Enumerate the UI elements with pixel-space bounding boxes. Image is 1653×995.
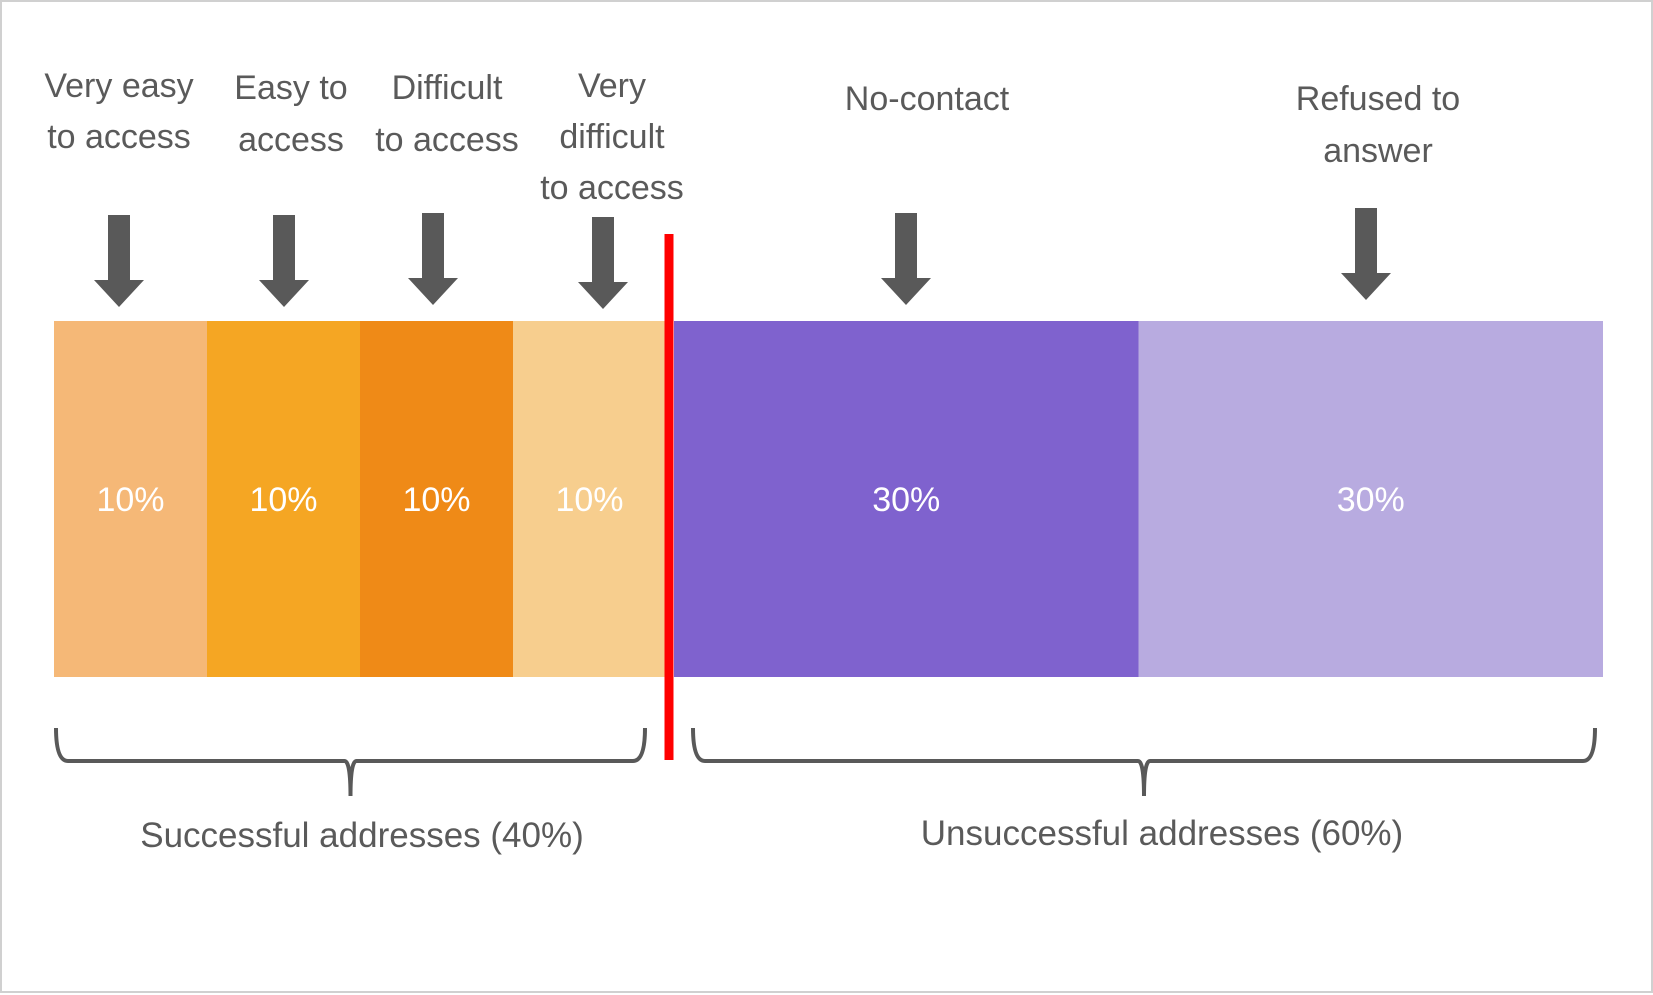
segment-percent-label: 10% [249, 481, 317, 519]
segment-category-label: Very easy to access [44, 67, 193, 156]
unsuccessful-group-label: Unsuccessful addresses (60%) [921, 814, 1403, 853]
successful-group-label: Successful addresses (40%) [140, 816, 584, 855]
down-arrow-icon [259, 215, 309, 307]
curly-brace-icon [54, 727, 647, 797]
segment-percent-label: 30% [872, 481, 940, 519]
segment-bar [54, 321, 207, 677]
segment-category-label: No-contact [845, 80, 1010, 118]
segment-percent-label: 10% [402, 481, 470, 519]
segment-category-label: Very difficult to access [540, 67, 684, 207]
segment-2: 10% Easy to access [207, 69, 360, 677]
down-arrow-icon [94, 215, 144, 307]
segment-percent-label: 30% [1337, 481, 1405, 519]
segment-6: 30% Refused to answer [1138, 80, 1603, 677]
segment-4: 10% Very difficult to access [513, 67, 684, 677]
segment-5: 30% No-contact [674, 80, 1139, 677]
down-arrow-icon [1341, 208, 1391, 300]
segment-bar [360, 321, 513, 677]
segment-1: 10% Very easy to access [44, 67, 207, 677]
down-arrow-icon [881, 213, 931, 305]
segment-bar [513, 321, 666, 677]
down-arrow-icon [408, 213, 458, 305]
down-arrow-icon [578, 217, 628, 309]
segment-bar [674, 321, 1139, 677]
segment-bar [1138, 321, 1603, 677]
segment-category-label: Difficult to access [375, 69, 519, 159]
curly-brace-icon [691, 727, 1597, 797]
segment-bar [207, 321, 360, 677]
segment-percent-label: 10% [96, 481, 164, 519]
segment-percent-label: 10% [555, 481, 623, 519]
segment-category-label: Refused to answer [1296, 80, 1460, 170]
segment-3: 10% Difficult to access [360, 69, 519, 677]
segment-category-label: Easy to access [234, 69, 347, 159]
